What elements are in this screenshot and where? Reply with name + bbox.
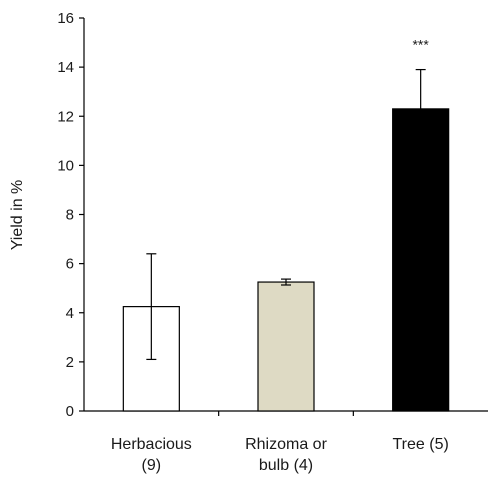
significance-label: *** xyxy=(412,37,429,53)
y-tick-label: 14 xyxy=(57,59,74,76)
x-tick-labels: Herbacious (9) Rhizoma or bulb (4) Tree (5) xyxy=(111,436,449,474)
x-tick-label: (9) xyxy=(142,457,162,474)
y-tick-label: 10 xyxy=(57,157,74,174)
error-bars xyxy=(146,68,426,361)
y-axis: 0 2 4 6 8 10 12 14 16 xyxy=(57,10,85,420)
bar xyxy=(392,108,450,412)
y-tick-label: 8 xyxy=(66,207,74,224)
x-tick-label: Rhizoma or xyxy=(245,436,327,453)
x-tick-label: Herbacious xyxy=(111,436,192,453)
bar xyxy=(257,281,315,412)
y-tick-label: 12 xyxy=(57,108,74,125)
x-axis xyxy=(84,410,488,416)
x-tick-label: bulb (4) xyxy=(259,457,313,474)
y-tick-label: 16 xyxy=(57,10,74,27)
y-tick-label: 0 xyxy=(66,403,74,420)
bars xyxy=(122,108,450,412)
y-tick-label: 2 xyxy=(66,354,74,371)
y-axis-label: Yield in % xyxy=(9,180,26,251)
significance-annotations: *** xyxy=(412,37,429,53)
x-tick-label: Tree (5) xyxy=(393,436,449,453)
y-tick-label: 4 xyxy=(66,305,74,322)
y-tick-label: 6 xyxy=(66,256,74,273)
